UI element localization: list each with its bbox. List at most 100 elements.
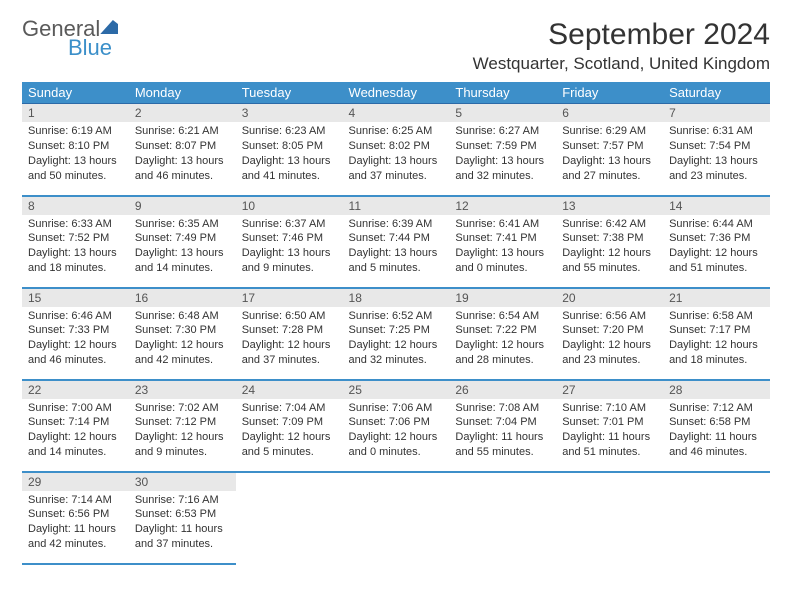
day-number: 6 bbox=[556, 104, 663, 122]
day-info: Sunrise: 6:27 AMSunset: 7:59 PMDaylight:… bbox=[449, 122, 556, 189]
calendar-cell: 28Sunrise: 7:12 AMSunset: 6:58 PMDayligh… bbox=[663, 380, 770, 472]
day-info: Sunrise: 6:23 AMSunset: 8:05 PMDaylight:… bbox=[236, 122, 343, 189]
calendar-row: 22Sunrise: 7:00 AMSunset: 7:14 PMDayligh… bbox=[22, 380, 770, 472]
day-number: 17 bbox=[236, 289, 343, 307]
day-number: 20 bbox=[556, 289, 663, 307]
calendar-cell: 18Sunrise: 6:52 AMSunset: 7:25 PMDayligh… bbox=[343, 288, 450, 380]
calendar-cell: 13Sunrise: 6:42 AMSunset: 7:38 PMDayligh… bbox=[556, 196, 663, 288]
logo: General Blue bbox=[22, 18, 118, 59]
day-number: 5 bbox=[449, 104, 556, 122]
day-number: 27 bbox=[556, 381, 663, 399]
calendar-cell bbox=[343, 472, 450, 564]
calendar-cell: 29Sunrise: 7:14 AMSunset: 6:56 PMDayligh… bbox=[22, 472, 129, 564]
calendar-cell: 16Sunrise: 6:48 AMSunset: 7:30 PMDayligh… bbox=[129, 288, 236, 380]
day-info: Sunrise: 7:00 AMSunset: 7:14 PMDaylight:… bbox=[22, 399, 129, 466]
logo-blue: Blue bbox=[68, 37, 118, 59]
day-info: Sunrise: 6:58 AMSunset: 7:17 PMDaylight:… bbox=[663, 307, 770, 374]
day-info: Sunrise: 6:25 AMSunset: 8:02 PMDaylight:… bbox=[343, 122, 450, 189]
day-info: Sunrise: 7:04 AMSunset: 7:09 PMDaylight:… bbox=[236, 399, 343, 466]
day-number: 23 bbox=[129, 381, 236, 399]
day-number: 10 bbox=[236, 197, 343, 215]
day-number: 19 bbox=[449, 289, 556, 307]
calendar-table: SundayMondayTuesdayWednesdayThursdayFrid… bbox=[22, 82, 770, 565]
logo-shape-icon bbox=[100, 20, 118, 34]
day-info: Sunrise: 7:12 AMSunset: 6:58 PMDaylight:… bbox=[663, 399, 770, 466]
day-number: 28 bbox=[663, 381, 770, 399]
weekday-header: Tuesday bbox=[236, 82, 343, 104]
day-info: Sunrise: 6:21 AMSunset: 8:07 PMDaylight:… bbox=[129, 122, 236, 189]
day-number: 25 bbox=[343, 381, 450, 399]
day-info: Sunrise: 7:02 AMSunset: 7:12 PMDaylight:… bbox=[129, 399, 236, 466]
day-info: Sunrise: 6:48 AMSunset: 7:30 PMDaylight:… bbox=[129, 307, 236, 374]
day-number: 8 bbox=[22, 197, 129, 215]
day-info: Sunrise: 6:19 AMSunset: 8:10 PMDaylight:… bbox=[22, 122, 129, 189]
day-number: 24 bbox=[236, 381, 343, 399]
day-info: Sunrise: 6:37 AMSunset: 7:46 PMDaylight:… bbox=[236, 215, 343, 282]
weekday-header: Sunday bbox=[22, 82, 129, 104]
day-number: 18 bbox=[343, 289, 450, 307]
day-info: Sunrise: 6:56 AMSunset: 7:20 PMDaylight:… bbox=[556, 307, 663, 374]
calendar-cell: 27Sunrise: 7:10 AMSunset: 7:01 PMDayligh… bbox=[556, 380, 663, 472]
day-number: 26 bbox=[449, 381, 556, 399]
weekday-header: Wednesday bbox=[343, 82, 450, 104]
day-number: 21 bbox=[663, 289, 770, 307]
calendar-cell: 7Sunrise: 6:31 AMSunset: 7:54 PMDaylight… bbox=[663, 104, 770, 196]
header: General Blue September 2024 Westquarter,… bbox=[22, 18, 770, 74]
day-info: Sunrise: 6:33 AMSunset: 7:52 PMDaylight:… bbox=[22, 215, 129, 282]
calendar-cell: 25Sunrise: 7:06 AMSunset: 7:06 PMDayligh… bbox=[343, 380, 450, 472]
day-number: 3 bbox=[236, 104, 343, 122]
day-number: 11 bbox=[343, 197, 450, 215]
day-number: 16 bbox=[129, 289, 236, 307]
calendar-cell: 26Sunrise: 7:08 AMSunset: 7:04 PMDayligh… bbox=[449, 380, 556, 472]
calendar-cell: 9Sunrise: 6:35 AMSunset: 7:49 PMDaylight… bbox=[129, 196, 236, 288]
calendar-body: 1Sunrise: 6:19 AMSunset: 8:10 PMDaylight… bbox=[22, 104, 770, 564]
day-number: 22 bbox=[22, 381, 129, 399]
calendar-cell: 20Sunrise: 6:56 AMSunset: 7:20 PMDayligh… bbox=[556, 288, 663, 380]
calendar-row: 15Sunrise: 6:46 AMSunset: 7:33 PMDayligh… bbox=[22, 288, 770, 380]
day-info: Sunrise: 7:16 AMSunset: 6:53 PMDaylight:… bbox=[129, 491, 236, 558]
day-info: Sunrise: 6:29 AMSunset: 7:57 PMDaylight:… bbox=[556, 122, 663, 189]
day-number: 29 bbox=[22, 473, 129, 491]
calendar-cell: 22Sunrise: 7:00 AMSunset: 7:14 PMDayligh… bbox=[22, 380, 129, 472]
calendar-row: 8Sunrise: 6:33 AMSunset: 7:52 PMDaylight… bbox=[22, 196, 770, 288]
day-info: Sunrise: 7:14 AMSunset: 6:56 PMDaylight:… bbox=[22, 491, 129, 558]
day-number: 4 bbox=[343, 104, 450, 122]
day-info: Sunrise: 6:31 AMSunset: 7:54 PMDaylight:… bbox=[663, 122, 770, 189]
weekday-header-row: SundayMondayTuesdayWednesdayThursdayFrid… bbox=[22, 82, 770, 104]
day-info: Sunrise: 6:54 AMSunset: 7:22 PMDaylight:… bbox=[449, 307, 556, 374]
day-info: Sunrise: 6:52 AMSunset: 7:25 PMDaylight:… bbox=[343, 307, 450, 374]
weekday-header: Thursday bbox=[449, 82, 556, 104]
calendar-cell bbox=[236, 472, 343, 564]
day-info: Sunrise: 7:10 AMSunset: 7:01 PMDaylight:… bbox=[556, 399, 663, 466]
calendar-row: 29Sunrise: 7:14 AMSunset: 6:56 PMDayligh… bbox=[22, 472, 770, 564]
day-number: 14 bbox=[663, 197, 770, 215]
day-number: 12 bbox=[449, 197, 556, 215]
calendar-cell: 4Sunrise: 6:25 AMSunset: 8:02 PMDaylight… bbox=[343, 104, 450, 196]
weekday-header: Monday bbox=[129, 82, 236, 104]
calendar-cell bbox=[663, 472, 770, 564]
day-number: 30 bbox=[129, 473, 236, 491]
calendar-cell: 3Sunrise: 6:23 AMSunset: 8:05 PMDaylight… bbox=[236, 104, 343, 196]
title-block: September 2024 Westquarter, Scotland, Un… bbox=[473, 18, 770, 74]
calendar-row: 1Sunrise: 6:19 AMSunset: 8:10 PMDaylight… bbox=[22, 104, 770, 196]
calendar-cell: 8Sunrise: 6:33 AMSunset: 7:52 PMDaylight… bbox=[22, 196, 129, 288]
calendar-cell: 21Sunrise: 6:58 AMSunset: 7:17 PMDayligh… bbox=[663, 288, 770, 380]
calendar-cell: 1Sunrise: 6:19 AMSunset: 8:10 PMDaylight… bbox=[22, 104, 129, 196]
calendar-cell bbox=[556, 472, 663, 564]
calendar-cell: 5Sunrise: 6:27 AMSunset: 7:59 PMDaylight… bbox=[449, 104, 556, 196]
day-info: Sunrise: 6:41 AMSunset: 7:41 PMDaylight:… bbox=[449, 215, 556, 282]
calendar-cell: 17Sunrise: 6:50 AMSunset: 7:28 PMDayligh… bbox=[236, 288, 343, 380]
day-number: 13 bbox=[556, 197, 663, 215]
weekday-header: Saturday bbox=[663, 82, 770, 104]
location: Westquarter, Scotland, United Kingdom bbox=[473, 54, 770, 74]
calendar-cell: 19Sunrise: 6:54 AMSunset: 7:22 PMDayligh… bbox=[449, 288, 556, 380]
day-info: Sunrise: 6:50 AMSunset: 7:28 PMDaylight:… bbox=[236, 307, 343, 374]
day-number: 7 bbox=[663, 104, 770, 122]
weekday-header: Friday bbox=[556, 82, 663, 104]
calendar-cell: 23Sunrise: 7:02 AMSunset: 7:12 PMDayligh… bbox=[129, 380, 236, 472]
day-info: Sunrise: 7:08 AMSunset: 7:04 PMDaylight:… bbox=[449, 399, 556, 466]
calendar-cell: 30Sunrise: 7:16 AMSunset: 6:53 PMDayligh… bbox=[129, 472, 236, 564]
calendar-cell: 2Sunrise: 6:21 AMSunset: 8:07 PMDaylight… bbox=[129, 104, 236, 196]
day-number: 2 bbox=[129, 104, 236, 122]
day-number: 1 bbox=[22, 104, 129, 122]
